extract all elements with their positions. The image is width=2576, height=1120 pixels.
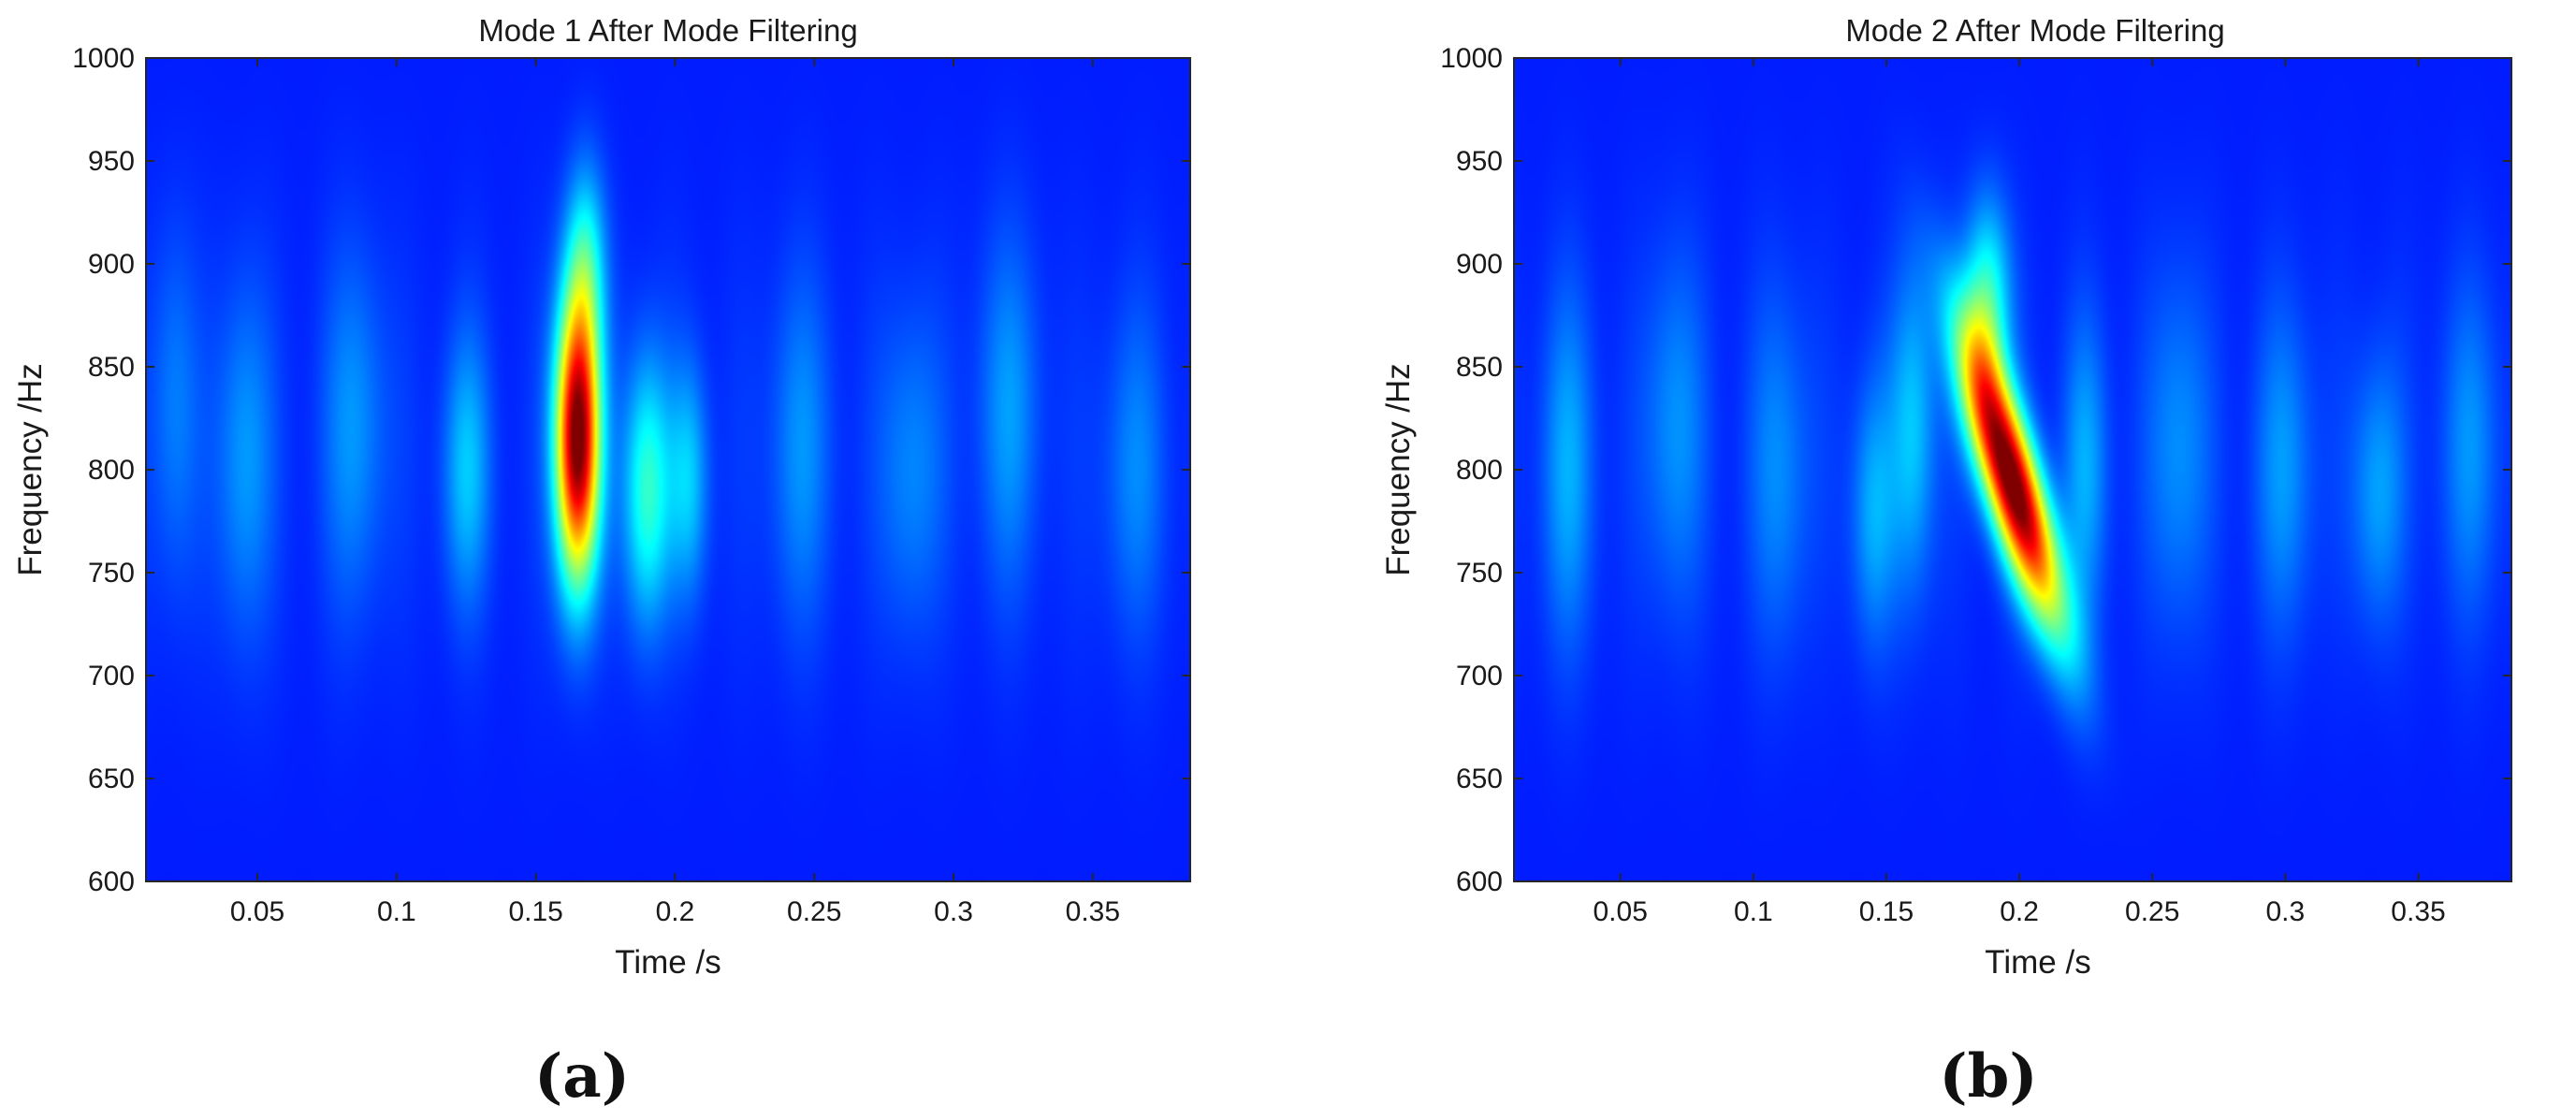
x-tick-label: 0.2	[656, 896, 695, 927]
panel-a-x-axis-label: Time /s	[615, 944, 720, 981]
x-tick-label: 0.1	[1734, 896, 1773, 927]
y-tick-label: 600	[88, 866, 135, 897]
y-tick-label: 950	[88, 146, 135, 177]
panel-a-y-axis-label: Frequency /Hz	[12, 363, 49, 576]
y-tick-label: 900	[1456, 249, 1503, 280]
x-tick-label: 0.25	[787, 896, 841, 927]
y-tick-label: 650	[1456, 764, 1503, 794]
x-tick-label: 0.35	[2391, 896, 2445, 927]
panel-b-y-axis-label: Frequency /Hz	[1380, 363, 1417, 576]
x-tick-label: 0.35	[1066, 896, 1120, 927]
panel-a-ticks: 0.05 0.1 0.15 0.2 0.25 0.3 0.35 600 650 700 750 800…	[72, 43, 1190, 927]
y-tick-label: 950	[1456, 146, 1503, 177]
y-tick-label: 700	[88, 661, 135, 691]
x-tick-label: 0.1	[377, 896, 416, 927]
y-tick-label: 1000	[72, 43, 135, 74]
y-tick-label: 750	[1456, 558, 1503, 589]
panel-b-x-axis-label: Time /s	[1985, 944, 2090, 981]
x-tick-label: 0.15	[508, 896, 562, 927]
panel-b-ticks: 0.05 0.1 0.15 0.2 0.25 0.3 0.35 600 650 700 750 800…	[1440, 43, 2511, 927]
y-tick-label: 600	[1456, 866, 1503, 897]
panel-b-title: Mode 2 After Mode Filtering	[1845, 13, 2224, 48]
y-tick-label: 700	[1456, 661, 1503, 691]
panel-b-heatmap-canvas	[1514, 58, 2511, 881]
panel-a: Mode 1 After Mode Filtering 0.05 0.1 0.15 0…	[12, 13, 1191, 1112]
panel-a-caption: (a)	[534, 1041, 630, 1112]
x-tick-label: 0.3	[934, 896, 973, 927]
y-tick-label: 850	[1456, 352, 1503, 383]
y-tick-label: 800	[88, 455, 135, 486]
y-tick-label: 850	[88, 352, 135, 383]
panel-a-heatmap	[146, 58, 1190, 881]
x-tick-label: 0.05	[1594, 896, 1648, 927]
y-tick-label: 750	[88, 558, 135, 589]
x-tick-label: 0.3	[2266, 896, 2306, 927]
y-tick-label: 650	[88, 764, 135, 794]
x-tick-label: 0.25	[2125, 896, 2179, 927]
panel-b-heatmap	[1514, 58, 2511, 881]
y-tick-label: 1000	[1440, 43, 1503, 74]
panel-b-caption: (b)	[1939, 1041, 2037, 1112]
panel-a-heatmap-canvas	[146, 58, 1190, 881]
panel-b: Mode 2 After Mode Filtering 0.05 0.1 0.15 0…	[1380, 13, 2512, 1112]
x-tick-label: 0.05	[230, 896, 284, 927]
y-tick-label: 800	[1456, 455, 1503, 486]
panel-a-title: Mode 1 After Mode Filtering	[478, 13, 857, 48]
x-tick-label: 0.15	[1859, 896, 1914, 927]
y-tick-label: 900	[88, 249, 135, 280]
x-tick-label: 0.2	[2000, 896, 2039, 927]
